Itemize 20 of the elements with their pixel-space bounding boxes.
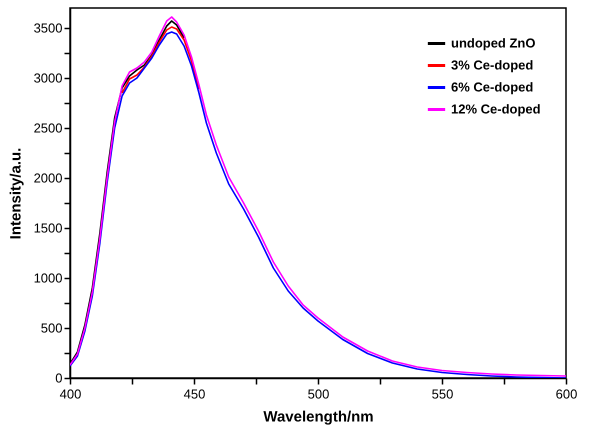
x-tick-label: 500	[308, 386, 330, 402]
legend-label: undoped ZnO	[451, 36, 536, 50]
y-tick-label: 3500	[34, 20, 62, 36]
x-tick-label: 600	[556, 386, 578, 402]
x-axis-title: Wavelength/nm	[263, 408, 374, 426]
y-tick-label: 1000	[34, 270, 62, 286]
legend-label: 3% Ce-doped	[451, 58, 534, 72]
y-tick-label: 2500	[34, 120, 62, 136]
x-tick-label: 400	[60, 386, 82, 402]
legend-label: 6% Ce-doped	[451, 80, 534, 94]
y-tick-label: 500	[40, 320, 62, 336]
y-axis-title: Intensity/a.u.	[8, 148, 25, 240]
x-tick-label: 550	[432, 386, 454, 402]
y-tick-label: 3000	[34, 70, 62, 86]
y-tick-label: 2000	[34, 170, 62, 186]
y-tick-label: 1500	[34, 220, 62, 236]
x-tick-label: 450	[184, 386, 206, 402]
legend-label: 12% Ce-doped	[451, 102, 541, 116]
y-tick-label: 0	[55, 370, 62, 386]
line-series	[121, 26, 200, 94]
